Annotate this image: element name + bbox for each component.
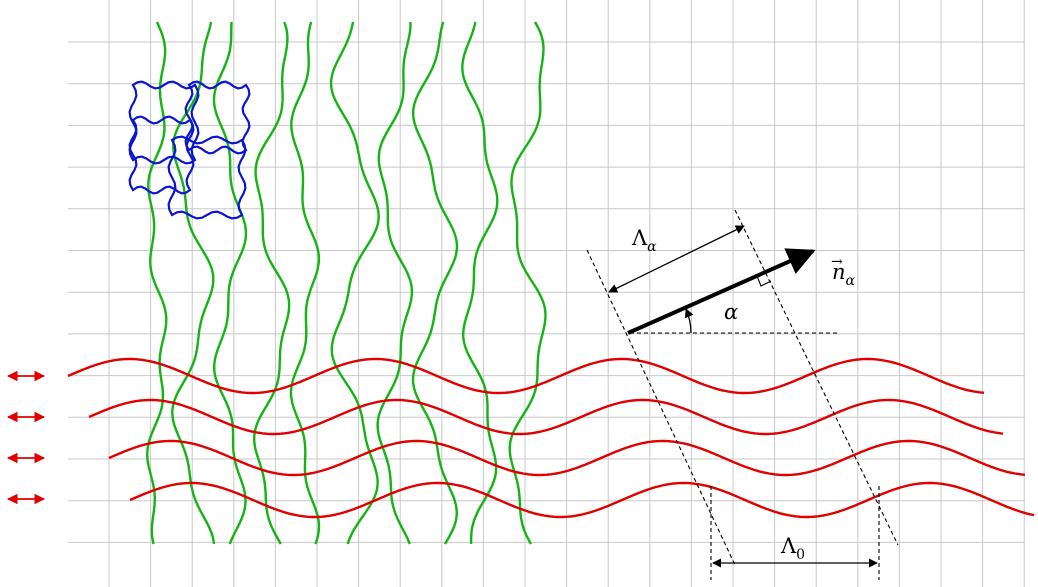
dashed-line-left [586,249,736,566]
blue-cell [128,80,200,165]
green-wave [376,21,414,545]
red-wave [88,398,1004,436]
green-wave [171,21,216,545]
green-wave [145,21,168,545]
green-wave [508,21,547,545]
green-wave [461,21,499,544]
green-wave [212,21,248,545]
red-wave [108,439,1026,477]
green-wave [329,21,380,545]
lambda-0-label: Λ0 [780,534,805,563]
right-angle-mark [756,275,772,287]
dashed-line-right [734,209,899,546]
red-wave [67,357,985,395]
red-horizontal-waves [67,357,1035,519]
red-wave [129,481,1035,519]
n-alpha-label: nα [832,260,856,289]
lambda-alpha-arrow [608,225,745,293]
lambda-alpha-label: Λα [631,226,657,255]
blue-wavy-cells [128,80,251,220]
green-vertical-waves [145,21,547,545]
blue-cell [167,135,247,220]
geometry-annotations [586,209,899,580]
blue-cell [128,115,195,195]
green-wave [411,21,459,545]
vector-arrow-accent: → [831,254,843,270]
angle-alpha-arc [685,308,694,334]
alpha-angle-label: α [724,300,738,324]
green-wave [289,21,321,545]
normal-vector-arrow [627,248,816,335]
red-polarization-arrows [6,370,46,505]
green-wave [252,21,291,545]
